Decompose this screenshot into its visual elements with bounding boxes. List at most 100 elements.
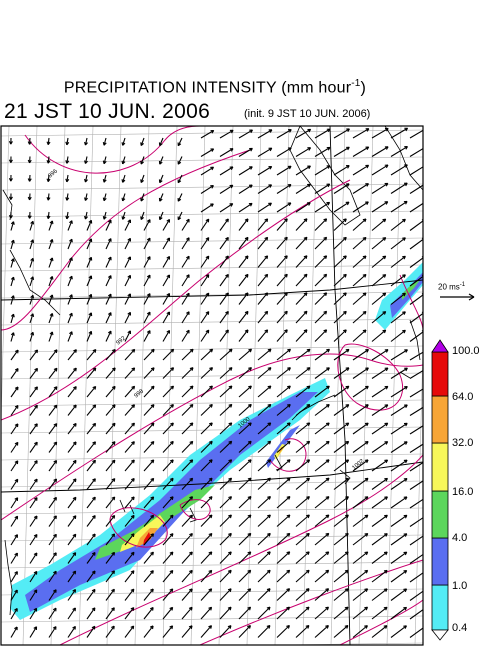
- wind-vector: [257, 348, 272, 361]
- wind-vector: [105, 533, 116, 546]
- wind-vector: [143, 496, 155, 509]
- wind-vector: [29, 239, 35, 250]
- wind-vector: [105, 330, 112, 342]
- wind-vector: [181, 255, 190, 268]
- wind-vector: [219, 440, 233, 453]
- wind-vector: [67, 589, 77, 601]
- wind-vector: [276, 440, 291, 453]
- pressure-contour: [179, 499, 211, 520]
- wind-vector: [143, 459, 155, 472]
- wind-vector: [181, 311, 190, 324]
- wind-vector: [162, 477, 174, 490]
- wind-vector: [181, 459, 194, 472]
- wind-vector: [140, 156, 145, 165]
- contour-label: 992: [115, 335, 127, 346]
- wind-vector: [65, 137, 70, 146]
- wind-vector: [333, 201, 350, 213]
- wind-vector: [390, 459, 408, 472]
- wind-vector: [219, 496, 232, 509]
- wind-vector: [257, 588, 271, 601]
- wind-vector: [409, 553, 423, 564]
- wind-vector: [371, 255, 387, 268]
- wind-vector: [105, 275, 112, 287]
- wind-vector: [200, 348, 214, 361]
- wind-vector: [84, 193, 88, 201]
- wind-vector: [409, 129, 423, 139]
- wind-vector: [102, 174, 107, 183]
- wind-vector: [219, 532, 232, 546]
- wind-vector: [295, 422, 311, 435]
- wind-vector: [10, 571, 18, 583]
- coastline: [384, 126, 423, 191]
- wind-vector: [143, 514, 155, 527]
- wind-vector: [276, 348, 291, 361]
- wind-vector: [219, 625, 232, 638]
- wind-vector: [257, 273, 269, 287]
- wind-vector: [390, 182, 408, 194]
- wind-vector: [314, 588, 330, 601]
- wind-vector: [390, 255, 406, 268]
- wind-vector: [46, 193, 51, 201]
- wind-vector: [143, 404, 155, 416]
- wind-vector: [276, 514, 291, 527]
- wind-vector: [371, 201, 389, 213]
- wind-vectors: [8, 127, 423, 638]
- wind-vector: [276, 532, 291, 546]
- wind-vector: [46, 174, 51, 182]
- wind-vector: [371, 496, 388, 509]
- wind-vector: [333, 422, 350, 435]
- wind-vector: [276, 184, 292, 194]
- wind-vector: [46, 137, 51, 145]
- wind-vector: [200, 532, 213, 546]
- wind-vector: [257, 422, 272, 435]
- wind-vector: [162, 237, 171, 250]
- wind-vector: [390, 237, 406, 250]
- wind-vector: [295, 367, 311, 379]
- wind-vector: [314, 218, 328, 231]
- wind-vector: [409, 147, 423, 157]
- wind-vector: [409, 351, 423, 361]
- wind-vector: [105, 570, 115, 583]
- wind-vector: [200, 551, 213, 564]
- wind-vector: [8, 137, 13, 145]
- wind-vector: [10, 258, 15, 268]
- wind-vector: [219, 385, 233, 398]
- graticule-parallel: [1, 210, 423, 218]
- wind-vector: [238, 218, 249, 231]
- wind-vector: [143, 219, 151, 231]
- wind-vector: [48, 294, 54, 305]
- wind-vector: [314, 404, 330, 416]
- wind-vector: [371, 218, 387, 231]
- wind-vector: [124, 422, 135, 435]
- wind-vector: [200, 588, 213, 601]
- wind-vector: [67, 404, 77, 416]
- wind-vector: [143, 533, 154, 546]
- colorbar-segment: [431, 490, 449, 539]
- wind-vector: [257, 477, 272, 490]
- wind-vector: [371, 477, 388, 490]
- wind-vector: [257, 184, 273, 194]
- coastline: [119, 499, 135, 515]
- wind-vector: [200, 292, 210, 305]
- wind-vector: [200, 367, 213, 379]
- wind-vector: [124, 533, 135, 546]
- wind-vector: [257, 625, 271, 638]
- wind-vector: [177, 193, 183, 202]
- wind-vector: [314, 183, 331, 194]
- wind-vector: [200, 625, 212, 638]
- wind-vector: [219, 367, 233, 379]
- wind-vector: [143, 348, 155, 361]
- wind-vector: [352, 477, 369, 490]
- wind-vector: [257, 385, 272, 398]
- colorbar-label-2: 4.0: [452, 532, 468, 544]
- wind-vector: [314, 367, 330, 379]
- wind-vector: [29, 460, 38, 472]
- wind-vector: [314, 551, 330, 564]
- wind-vector: [65, 156, 70, 164]
- wind-vector: [48, 570, 57, 583]
- wind-vector: [371, 404, 389, 416]
- wind-vector: [84, 137, 88, 146]
- wind-vector: [121, 193, 126, 202]
- wind-vector: [162, 569, 174, 583]
- wind-vector: [409, 202, 423, 213]
